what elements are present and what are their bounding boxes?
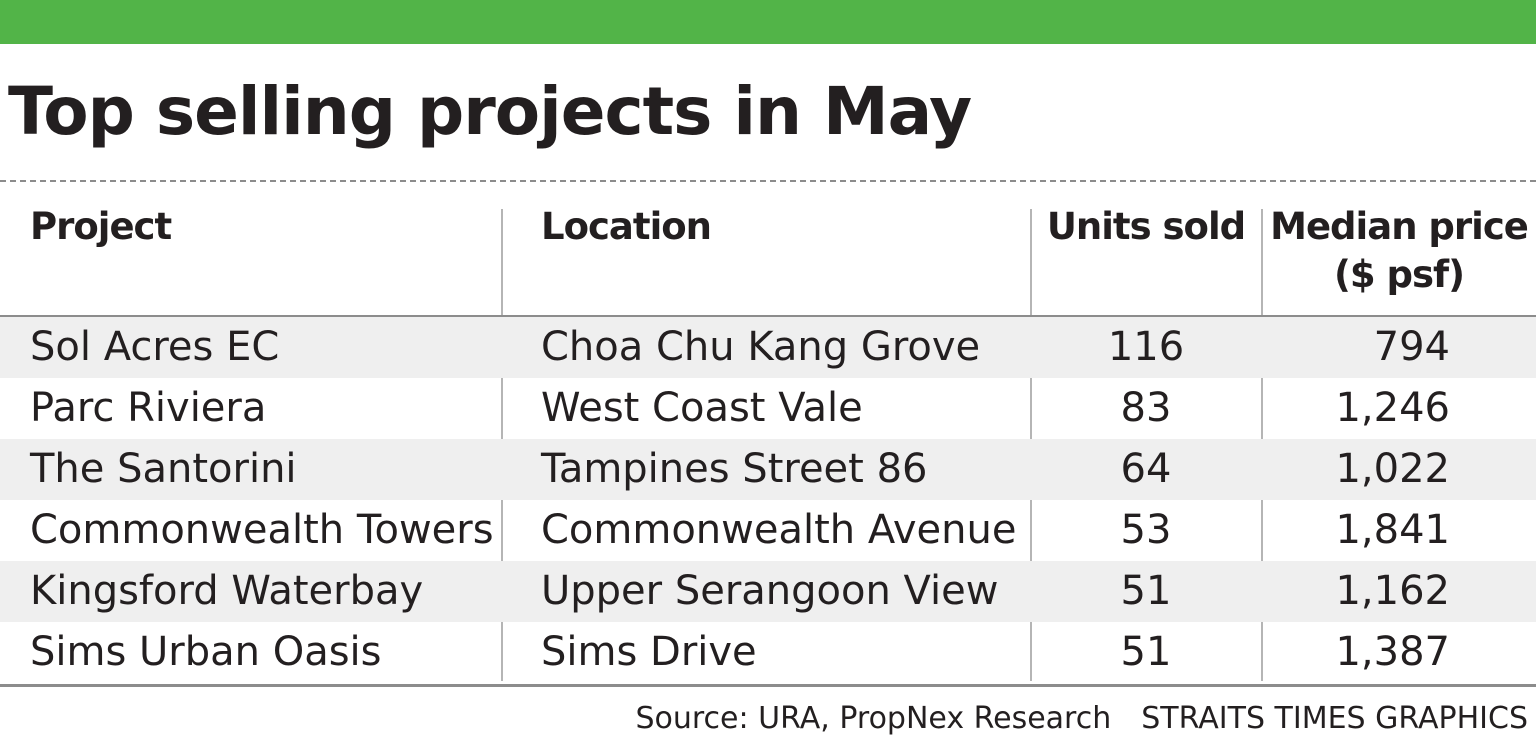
top-accent-bar (0, 0, 1536, 44)
cell-units-sold: 83 (1120, 385, 1172, 431)
cell-location: Choa Chu Kang Grove (541, 324, 981, 370)
table-header: Project Location Units sold Median price… (0, 195, 1536, 313)
table-body: Sol Acres EC Choa Chu Kang Grove 116 794… (0, 317, 1536, 683)
table-row: Parc Riviera West Coast Vale 83 1,246 (0, 378, 1536, 439)
source-text: Source: URA, PropNex Research (635, 701, 1112, 736)
cell-units-sold: 64 (1120, 446, 1172, 492)
cell-location: West Coast Vale (541, 385, 863, 431)
column-header-location: Location (541, 205, 712, 248)
cell-median-price: 1,162 (1335, 568, 1450, 614)
cell-project: Parc Riviera (30, 385, 267, 431)
column-header-median-price: Median price ($ psf) (1270, 205, 1529, 296)
data-table: Project Location Units sold Median price… (0, 195, 1536, 687)
cell-median-price: 1,387 (1335, 629, 1450, 675)
table-bottom-rule (0, 684, 1536, 687)
cell-median-price: 1,246 (1335, 385, 1450, 431)
cell-median-price: 794 (1373, 324, 1450, 370)
table-row: The Santorini Tampines Street 86 64 1,02… (0, 439, 1536, 500)
footer-source: Source: URA, PropNex Research STRAITS TIM… (635, 700, 1528, 738)
cell-median-price: 1,841 (1335, 507, 1450, 553)
table-row: Sol Acres EC Choa Chu Kang Grove 116 794 (0, 317, 1536, 378)
cell-units-sold: 51 (1120, 568, 1172, 614)
cell-location: Commonwealth Avenue (541, 507, 1017, 553)
cell-units-sold: 53 (1120, 507, 1172, 553)
table-row: Commonwealth Towers Commonwealth Avenue … (0, 500, 1536, 561)
cell-units-sold: 51 (1120, 629, 1172, 675)
page-title: Top selling projects in May (8, 73, 972, 150)
title-divider (0, 180, 1536, 182)
cell-project: Sims Urban Oasis (30, 629, 382, 675)
header-divider (0, 315, 1536, 318)
column-header-project: Project (30, 205, 172, 248)
cell-location: Sims Drive (541, 629, 757, 675)
cell-location: Upper Serangoon View (541, 568, 999, 614)
table-row: Kingsford Waterbay Upper Serangoon View … (0, 561, 1536, 622)
column-header-units-sold: Units sold (1046, 205, 1246, 248)
cell-project: The Santorini (30, 446, 297, 492)
table-row: Sims Urban Oasis Sims Drive 51 1,387 (0, 622, 1536, 683)
cell-project: Commonwealth Towers (30, 507, 494, 553)
cell-median-price: 1,022 (1335, 446, 1450, 492)
cell-units-sold: 116 (1107, 324, 1185, 370)
cell-location: Tampines Street 86 (541, 446, 928, 492)
cell-project: Sol Acres EC (30, 324, 280, 370)
graphics-credit: STRAITS TIMES GRAPHICS (1141, 701, 1528, 736)
cell-project: Kingsford Waterbay (30, 568, 424, 614)
